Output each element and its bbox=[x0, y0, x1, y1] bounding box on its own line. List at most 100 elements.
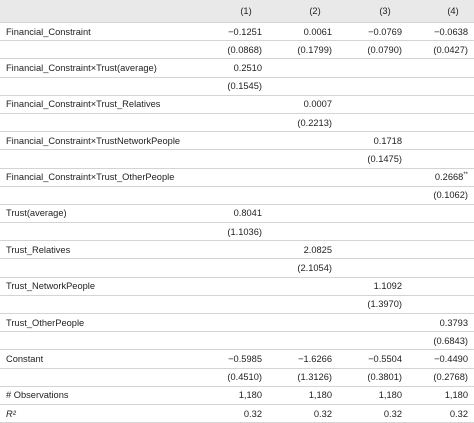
table-row: (0.2213) bbox=[0, 113, 474, 133]
row-label bbox=[0, 113, 200, 133]
cell: 1.1092 bbox=[338, 277, 408, 296]
cell bbox=[200, 277, 268, 296]
cell: −0.0769 bbox=[338, 22, 408, 42]
table-row: Trust_OtherPeople 0.3793 bbox=[0, 313, 474, 333]
cell bbox=[408, 222, 474, 242]
cell bbox=[268, 331, 338, 351]
cell bbox=[200, 295, 268, 315]
cell bbox=[268, 204, 338, 224]
column-header: (2) bbox=[268, 0, 338, 23]
row-label: Financial_Constraint×Trust(average) bbox=[0, 58, 200, 78]
cell bbox=[268, 186, 338, 205]
cell: 1,180 bbox=[200, 386, 268, 405]
row-label: R² bbox=[0, 404, 200, 423]
row-label: Financial_Constraint×Trust_OtherPeople bbox=[0, 168, 200, 187]
cell: (0.2768) bbox=[408, 368, 474, 387]
cell: −0.4490 bbox=[408, 349, 474, 369]
cell bbox=[200, 149, 268, 169]
cell bbox=[268, 168, 338, 187]
cell bbox=[200, 95, 268, 114]
cell bbox=[408, 58, 474, 78]
table-row: (2.1054) bbox=[0, 258, 474, 278]
cell: (0.6843) bbox=[408, 331, 474, 351]
cell: −0.5504 bbox=[338, 349, 408, 369]
column-header: (1) bbox=[200, 0, 268, 23]
cell: 0.2510 bbox=[200, 58, 268, 78]
cell: 0.32 bbox=[408, 404, 474, 423]
table-row: Trust_Relatives 2.0825 bbox=[0, 240, 474, 260]
table-row: (1.1036) bbox=[0, 222, 474, 242]
table-row: (1.3970) bbox=[0, 295, 474, 315]
cell bbox=[338, 95, 408, 114]
cell: (1.1036) bbox=[200, 222, 268, 242]
cell bbox=[338, 331, 408, 351]
cell: (0.1799) bbox=[268, 40, 338, 60]
cell: 0.3793 bbox=[408, 313, 474, 333]
table-row: (0.4510) (1.3126) (0.3801) (0.2768) bbox=[0, 368, 474, 387]
cell: 0.1718 bbox=[338, 131, 408, 151]
cell bbox=[408, 240, 474, 260]
row-label bbox=[0, 222, 200, 242]
cell bbox=[408, 131, 474, 151]
cell bbox=[200, 186, 268, 205]
cell: −0.5985 bbox=[200, 349, 268, 369]
cell bbox=[408, 277, 474, 296]
cell bbox=[200, 258, 268, 278]
table-row: Financial_Constraint −0.1251 0.0061 −0.0769… bbox=[0, 22, 474, 42]
table-row: (0.0868) (0.1799) (0.0790) (0.0427) bbox=[0, 40, 474, 60]
table-row: (0.6843) bbox=[0, 331, 474, 351]
cell bbox=[408, 77, 474, 96]
table-row: (0.1475) bbox=[0, 149, 474, 169]
table-row: Trust(average) 0.8041 bbox=[0, 204, 474, 224]
row-label: Trust_NetworkPeople bbox=[0, 277, 200, 296]
cell: (1.3126) bbox=[268, 368, 338, 387]
table-row: Financial_Constraint×Trust_OtherPeople 0.… bbox=[0, 168, 474, 187]
cell: −0.0638 bbox=[408, 22, 474, 42]
cell bbox=[200, 240, 268, 260]
table-row: Financial_Constraint×Trust(average) 0.251… bbox=[0, 58, 474, 78]
cell bbox=[200, 168, 268, 187]
cell: 0.2668** bbox=[408, 168, 474, 187]
cell bbox=[200, 331, 268, 351]
table-row: Constant −0.5985 −1.6266 −0.5504 −0.4490 bbox=[0, 349, 474, 369]
cell bbox=[338, 168, 408, 187]
cell bbox=[268, 277, 338, 296]
column-header: (4) bbox=[408, 0, 474, 23]
table-row: (0.1062) bbox=[0, 186, 474, 205]
cell: (0.2213) bbox=[268, 113, 338, 133]
cell bbox=[338, 240, 408, 260]
row-label: Trust(average) bbox=[0, 204, 200, 224]
significance-mark: ** bbox=[463, 172, 468, 179]
cell: (0.1475) bbox=[338, 149, 408, 169]
cell bbox=[200, 313, 268, 333]
cell bbox=[200, 113, 268, 133]
cell bbox=[338, 77, 408, 96]
header-row: (1) (2) (3) (4) bbox=[0, 0, 474, 23]
cell: 1,180 bbox=[338, 386, 408, 405]
table-row: # Observations 1,180 1,180 1,180 1,180 bbox=[0, 386, 474, 405]
cell: 0.8041 bbox=[200, 204, 268, 224]
row-label bbox=[0, 258, 200, 278]
cell: (0.1062) bbox=[408, 186, 474, 205]
row-label: Constant bbox=[0, 349, 200, 369]
cell bbox=[268, 58, 338, 78]
cell bbox=[338, 258, 408, 278]
cell bbox=[408, 204, 474, 224]
row-label: Financial_Constraint×TrustNetworkPeople bbox=[0, 131, 200, 151]
table-row: Financial_Constraint×TrustNetworkPeople 0… bbox=[0, 131, 474, 151]
table-body: Financial_Constraint −0.1251 0.0061 −0.0769… bbox=[0, 22, 474, 423]
cell: 0.0007 bbox=[268, 95, 338, 114]
row-label bbox=[0, 368, 200, 387]
row-label: Financial_Constraint×Trust_Relatives bbox=[0, 95, 200, 114]
row-label bbox=[0, 77, 200, 96]
cell bbox=[408, 295, 474, 315]
cell: (0.0790) bbox=[338, 40, 408, 60]
cell: 0.32 bbox=[338, 404, 408, 423]
table-row: Financial_Constraint×Trust_Relatives 0.00… bbox=[0, 95, 474, 114]
cell: 0.32 bbox=[268, 404, 338, 423]
column-header: (3) bbox=[338, 0, 408, 23]
cell bbox=[338, 204, 408, 224]
cell bbox=[268, 131, 338, 151]
cell bbox=[268, 313, 338, 333]
